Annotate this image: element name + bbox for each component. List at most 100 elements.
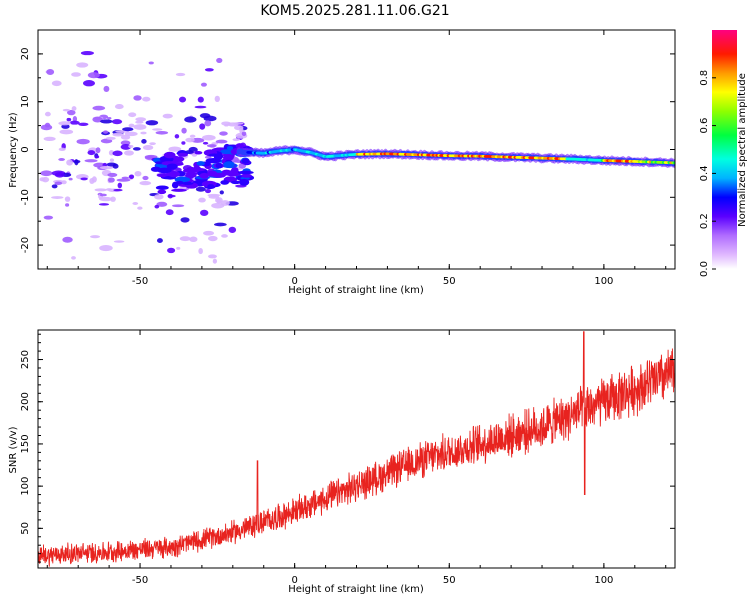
spectrogram-noise-cell <box>92 105 106 111</box>
spectrogram-noise-cell <box>216 198 221 204</box>
spectrogram-noise-cell <box>58 121 71 126</box>
snr-x-tick-label: 50 <box>443 575 456 586</box>
spectrogram-y-axis-label: Frequency (Hz) <box>8 112 19 188</box>
spectrogram-noise-cell <box>105 188 113 191</box>
spectrogram-noise-cell <box>66 159 73 166</box>
spectrogram-noise-cell <box>121 176 129 180</box>
snr-panel: -50 0 50 100 50 100 150 200 250 Height of straig… <box>8 329 676 595</box>
spectrogram-cluster-cell <box>226 146 234 151</box>
spectrogram-noise-cell <box>200 209 209 216</box>
figure-title: KOM5.2025.281.11.06.G21 <box>260 3 449 19</box>
spectrogram-y-tick-label: 10 <box>20 95 31 108</box>
spectrogram-noise-cell <box>114 104 124 110</box>
spectrogram-noise-cell <box>178 96 187 103</box>
spectrogram-noise-cell <box>212 258 218 264</box>
spectrogram-cluster-cell <box>166 163 178 170</box>
spectrogram-noise-cell <box>99 244 113 252</box>
spectrogram-x-tick-label: -50 <box>132 276 148 287</box>
spectrogram-noise-cell <box>41 176 50 183</box>
spectrogram-noise-cell <box>221 121 231 126</box>
spectrogram-noise-cell <box>100 119 113 124</box>
spectrogram-noise-cell <box>51 80 62 87</box>
snr-y-tick-label: 200 <box>20 392 31 411</box>
colorbar-tick-label: 0.6 <box>699 118 710 134</box>
spectrogram-noise-cell <box>221 234 228 238</box>
spectrogram-noise-cell <box>43 136 56 141</box>
spectrogram-noise-cell <box>54 172 65 178</box>
spectrogram-noise-cell <box>117 182 123 189</box>
spectrogram-noise-cell <box>99 193 107 197</box>
spectrogram-noise-cell <box>142 145 154 151</box>
spectrogram-x-tick-label: 0 <box>291 276 297 287</box>
spectrogram-cluster-cell <box>205 157 221 164</box>
spectrogram-noise-cell <box>107 116 112 120</box>
spectrogram-noise-cell <box>152 128 163 131</box>
spectrogram-noise-cell <box>198 247 203 255</box>
spectrogram-noise-cell <box>149 142 156 146</box>
spectrogram-noise-cell <box>123 150 134 156</box>
spectrogram-noise-cell <box>233 122 244 125</box>
snr-y-tick-label: 150 <box>20 434 31 453</box>
spectrogram-noise-cell <box>71 256 76 260</box>
spectrogram-noise-cell <box>181 141 186 145</box>
spectrogram-cluster-cell <box>215 162 223 169</box>
spectrogram-noise-cell <box>219 131 228 136</box>
spectrogram-noise-cell <box>120 144 132 150</box>
spectrogram-noise-cell <box>40 170 53 177</box>
spectrogram-noise-cell <box>228 226 237 233</box>
snr-y-tick-label: 250 <box>20 350 31 369</box>
spectrogram-noise-cell <box>67 109 76 116</box>
spectrogram-noise-cell <box>107 177 115 183</box>
spectrogram-noise-cell <box>120 140 131 146</box>
spectrogram-cluster-cell <box>230 180 241 185</box>
spectrogram-noise-cell <box>202 141 209 145</box>
spectrogram-noise-cell <box>78 122 89 127</box>
spectrogram-marks <box>39 51 675 275</box>
spectrogram-noise-cell <box>184 116 197 123</box>
spectrogram-noise-cell <box>155 131 169 135</box>
spectrogram-noise-cell <box>175 72 186 77</box>
spectrogram-noise-cell <box>94 188 107 192</box>
spectrogram-cluster-cell <box>225 170 241 177</box>
spectrogram-noise-cell <box>98 203 110 206</box>
spectrogram-noise-cell <box>181 127 187 134</box>
colorbar-label: Normalized spectral amplitude <box>737 73 748 227</box>
spectrogram-noise-cell <box>46 69 55 76</box>
spectrogram-noise-cell <box>234 125 244 131</box>
spectrogram-noise-cell <box>195 186 206 192</box>
spectrogram-cluster-cell <box>194 150 203 155</box>
spectrogram-panel: -50 0 50 100 -20 -10 0 10 20 Height of straight … <box>8 29 676 296</box>
spectrogram-x-axis-label: Height of straight line (km) <box>288 285 424 296</box>
spectrogram-cluster-cell <box>157 189 167 195</box>
spectrogram-noise-cell <box>80 177 88 181</box>
spectrogram-noise-cell <box>112 132 124 137</box>
snr-x-tick-label: 0 <box>291 575 297 586</box>
spectrogram-noise-cell <box>204 68 214 72</box>
spectrogram-noise-cell <box>85 269 92 275</box>
spectrogram-y-tick-label: -10 <box>20 189 31 205</box>
spectrogram-cluster-cell <box>155 185 169 190</box>
spectrogram-noise-cell <box>134 171 142 177</box>
spectrogram-cluster-cell <box>237 170 254 175</box>
spectrogram-noise-cell <box>89 178 95 184</box>
spectrogram-noise-cell <box>135 117 147 122</box>
spectrogram-noise-cell <box>216 57 223 64</box>
spectrogram-cluster-cell <box>175 177 187 182</box>
spectrogram-noise-cell <box>144 154 158 159</box>
spectrogram-noise-cell <box>122 127 134 132</box>
spectrogram-cluster-cell <box>207 184 215 189</box>
spectrogram-noise-cell <box>137 206 143 210</box>
colorbar-tick-label: 0.8 <box>699 70 710 86</box>
spectrogram-noise-cell <box>145 120 159 126</box>
snr-y-axis-label: SNR (v/v) <box>8 426 19 473</box>
colorbar-ticks: 0.0 0.2 0.4 0.6 0.8 <box>699 70 716 277</box>
snr-x-axis-label: Height of straight line (km) <box>288 584 424 595</box>
snr-series-line <box>38 331 675 567</box>
spectrogram-cluster-cell <box>235 143 244 149</box>
spectrogram-noise-cell <box>162 113 173 119</box>
spectrogram-noise-cell <box>76 138 90 145</box>
spectrogram-cluster-cell <box>196 161 205 166</box>
spectrogram-noise-cell <box>179 236 191 242</box>
spectrogram-noise-cell <box>189 134 196 138</box>
spectrogram-cluster-cell <box>184 174 197 178</box>
